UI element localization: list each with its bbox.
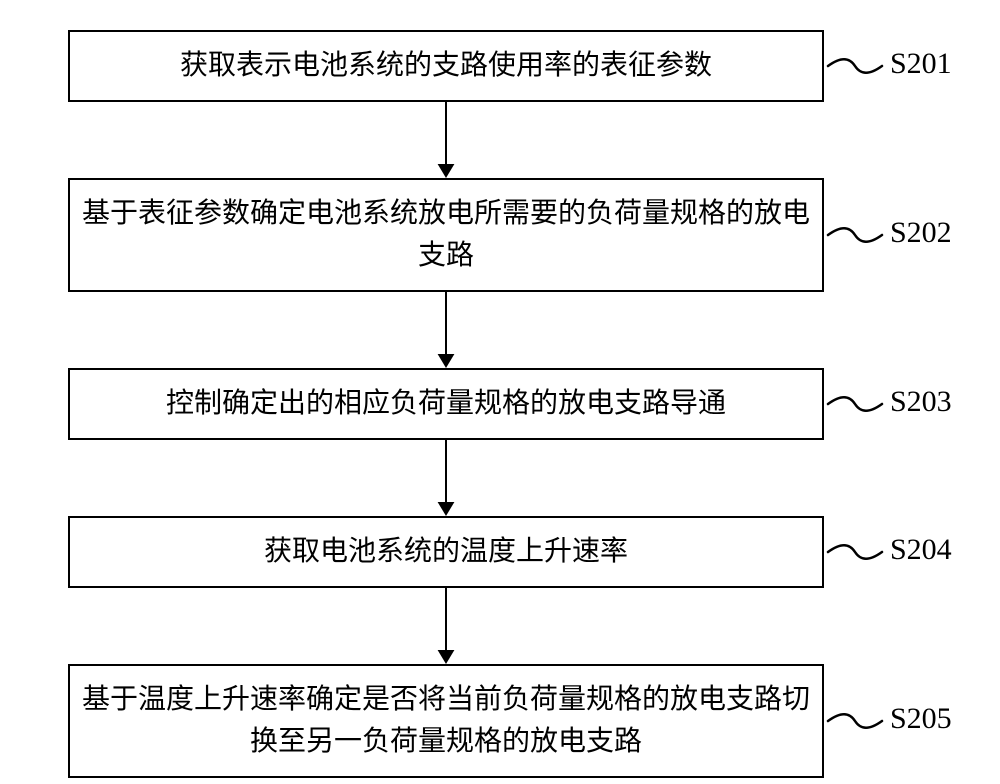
step-text: 获取表示电池系统的支路使用率的表征参数 [180, 45, 712, 87]
step-label-s203: S203 [890, 385, 952, 419]
tilde-connector-s205 [826, 709, 884, 733]
step-label-s202: S202 [890, 216, 952, 250]
step-text: 获取电池系统的温度上升速率 [264, 531, 628, 573]
tilde-connector-s204 [826, 540, 884, 564]
step-text: 基于表征参数确定电池系统放电所需要的负荷量规格的放电支路 [80, 193, 812, 277]
arrow-s204-s205 [426, 588, 466, 664]
step-box-s201: 获取表示电池系统的支路使用率的表征参数 [68, 30, 824, 102]
step-text: 基于温度上升速率确定是否将当前负荷量规格的放电支路切换至另一负荷量规格的放电支路 [80, 679, 812, 763]
step-box-s204: 获取电池系统的温度上升速率 [68, 516, 824, 588]
step-box-s203: 控制确定出的相应负荷量规格的放电支路导通 [68, 368, 824, 440]
arrow-s202-s203 [426, 292, 466, 368]
step-text: 控制确定出的相应负荷量规格的放电支路导通 [166, 383, 726, 425]
arrow-s203-s204 [426, 440, 466, 516]
step-box-s202: 基于表征参数确定电池系统放电所需要的负荷量规格的放电支路 [68, 178, 824, 292]
step-label-s204: S204 [890, 533, 952, 567]
tilde-connector-s203 [826, 392, 884, 416]
flowchart-canvas: 获取表示电池系统的支路使用率的表征参数 S201 基于表征参数确定电池系统放电所… [0, 0, 1000, 784]
step-label-s205: S205 [890, 702, 952, 736]
arrow-s201-s202 [426, 102, 466, 178]
tilde-connector-s202 [826, 223, 884, 247]
tilde-connector-s201 [826, 54, 884, 78]
step-box-s205: 基于温度上升速率确定是否将当前负荷量规格的放电支路切换至另一负荷量规格的放电支路 [68, 664, 824, 778]
step-label-s201: S201 [890, 47, 952, 81]
